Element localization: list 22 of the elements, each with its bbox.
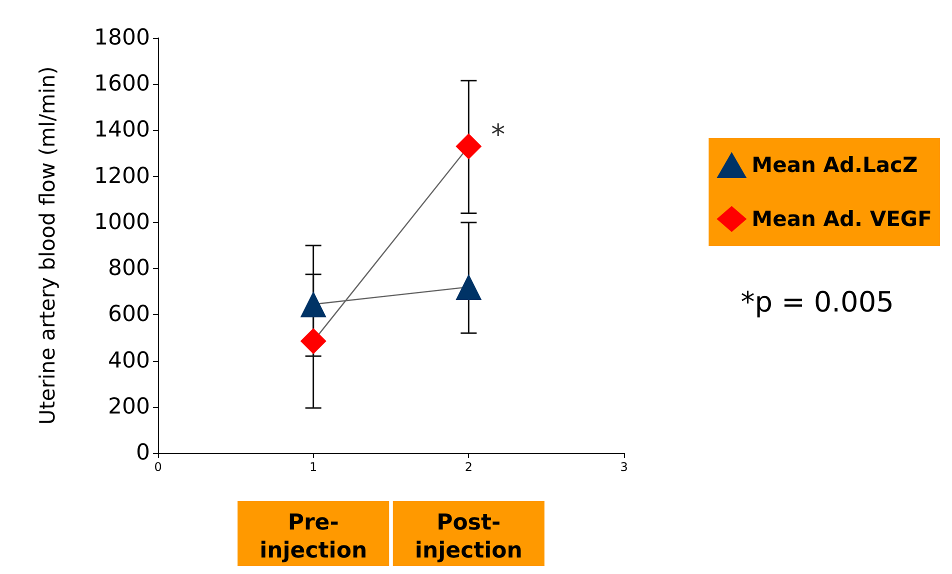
x-tick-label: 2 (464, 460, 472, 474)
point (456, 133, 482, 160)
point (300, 328, 326, 354)
y-tick-label: 1000 (94, 210, 150, 235)
y-tick-label: 1200 (94, 164, 150, 189)
text: Post-injection (414, 510, 522, 564)
y-tick-label: 800 (108, 256, 150, 282)
y-tick-label: 1800 (94, 26, 150, 50)
y-tick-label: 200 (108, 394, 150, 420)
x-tick-label: 0 (154, 460, 162, 474)
legend-label: Mean Ad. VEGF (752, 207, 932, 231)
text: Pre-injection (260, 510, 368, 564)
text: *p = 0.005 (740, 286, 894, 318)
annotation: * (491, 118, 506, 151)
y-tick-label: 1400 (94, 118, 150, 143)
y-tick-label: 600 (108, 302, 150, 328)
y-tick-label: 400 (108, 348, 150, 374)
legend-label: Mean Ad.LacZ (752, 153, 918, 177)
x-tick-label: 1 (310, 460, 318, 474)
y-tick-label: 1600 (94, 72, 150, 97)
x-tick-label: 3 (620, 460, 628, 474)
y-axis-title: Uterine artery blood flow (ml/min) (36, 66, 60, 425)
